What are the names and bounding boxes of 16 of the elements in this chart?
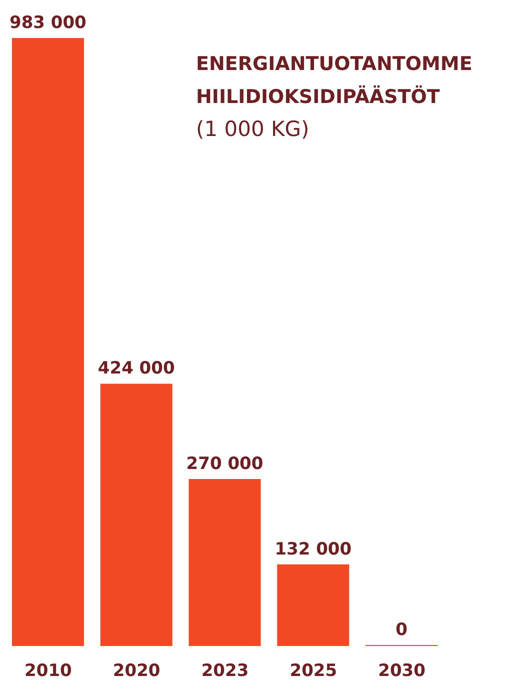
data-label: 132 000 xyxy=(274,539,352,560)
x-tick-label: 2020 xyxy=(112,661,160,682)
data-label: 983 000 xyxy=(10,13,87,33)
data-label: 424 000 xyxy=(98,358,175,379)
data-label: 0 xyxy=(396,620,408,640)
x-tick-label: 2010 xyxy=(24,661,72,682)
x-tick-label: 2030 xyxy=(378,661,426,682)
text: (1 000 KG) xyxy=(196,116,310,143)
text: ENERGIANTUOTANTOMME HIILIDIOKSIDIPÄÄSTÖT xyxy=(196,52,474,110)
bar xyxy=(188,479,261,646)
bar xyxy=(12,38,84,646)
bar xyxy=(100,384,172,646)
x-tick-label: 2023 xyxy=(201,661,249,682)
x-tick-label: 2025 xyxy=(290,661,338,682)
bar xyxy=(277,564,350,646)
data-label: 270 000 xyxy=(186,454,264,474)
